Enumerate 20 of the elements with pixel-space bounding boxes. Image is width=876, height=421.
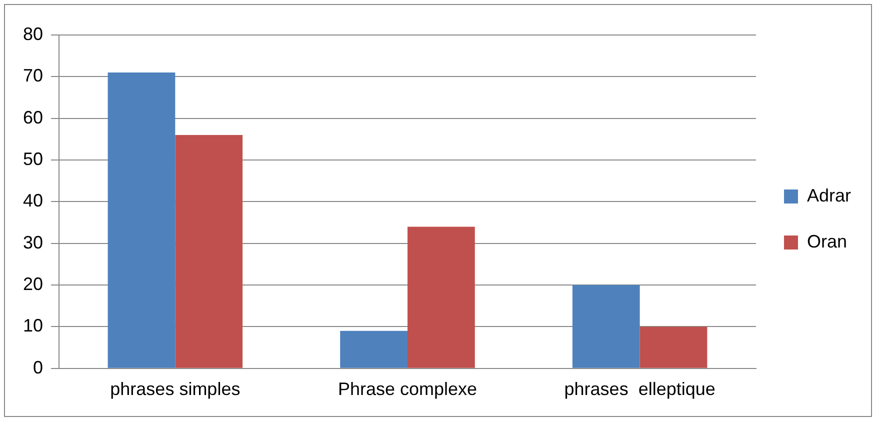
x-tick-label: phrases simples [110,379,240,400]
x-tick-label: Phrase complexe [338,379,478,400]
bar [572,285,640,368]
y-tick-label: 40 [22,190,44,211]
bar [408,226,475,368]
y-tick-label: 10 [22,316,44,336]
bar [175,135,243,368]
bar [640,326,708,368]
y-tick-label: 60 [22,107,44,128]
bar [340,330,408,368]
legend-label: Adrar [806,185,852,206]
y-tick-label: 80 [22,24,44,44]
x-tick-label: phrases elleptique [564,379,716,400]
y-tick-label: 0 [33,357,44,378]
y-tick-label: 50 [22,148,44,169]
bar [108,72,176,368]
legend-label: Oran [806,231,848,252]
y-tick-label: 30 [22,232,44,252]
y-tick-label: 20 [22,274,44,294]
y-tick-label: 70 [22,66,44,86]
